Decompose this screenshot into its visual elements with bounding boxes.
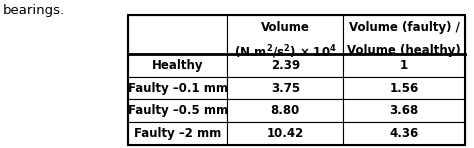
Text: Faulty –2 mm: Faulty –2 mm	[134, 127, 221, 140]
Bar	[227, 15, 343, 54]
Bar	[343, 122, 465, 145]
Bar	[227, 77, 343, 99]
Text: bearings.: bearings.	[2, 4, 64, 17]
Bar	[343, 99, 465, 122]
Bar	[128, 15, 227, 54]
Bar	[128, 77, 227, 99]
Text: 10.42: 10.42	[267, 127, 304, 140]
Text: 2.39: 2.39	[271, 59, 300, 72]
Bar	[343, 77, 465, 99]
Text: (N.m$^{\mathbf{2}}$/s$^{\mathbf{2}}$) × 10$^{\mathbf{4}}$: (N.m$^{\mathbf{2}}$/s$^{\mathbf{2}}$) × …	[234, 44, 337, 61]
Text: 8.80: 8.80	[271, 104, 300, 117]
Text: 1: 1	[400, 59, 408, 72]
Bar	[128, 54, 227, 77]
Text: Healthy: Healthy	[152, 59, 203, 72]
Text: Faulty –0.5 mm: Faulty –0.5 mm	[128, 104, 228, 117]
Bar	[128, 122, 227, 145]
Bar	[343, 54, 465, 77]
Text: Faulty –0.1 mm: Faulty –0.1 mm	[128, 82, 228, 95]
Text: 3.68: 3.68	[389, 104, 419, 117]
Text: Volume (faulty) /: Volume (faulty) /	[348, 21, 459, 34]
Bar	[128, 15, 465, 145]
Bar	[128, 99, 227, 122]
Text: 1.56: 1.56	[389, 82, 419, 95]
Bar	[343, 15, 465, 54]
Bar	[227, 99, 343, 122]
Text: Volume: Volume	[261, 21, 310, 34]
Bar	[227, 122, 343, 145]
Text: 4.36: 4.36	[389, 127, 419, 140]
Text: Volume (healthy): Volume (healthy)	[347, 44, 461, 57]
Bar	[227, 54, 343, 77]
Text: 3.75: 3.75	[271, 82, 300, 95]
